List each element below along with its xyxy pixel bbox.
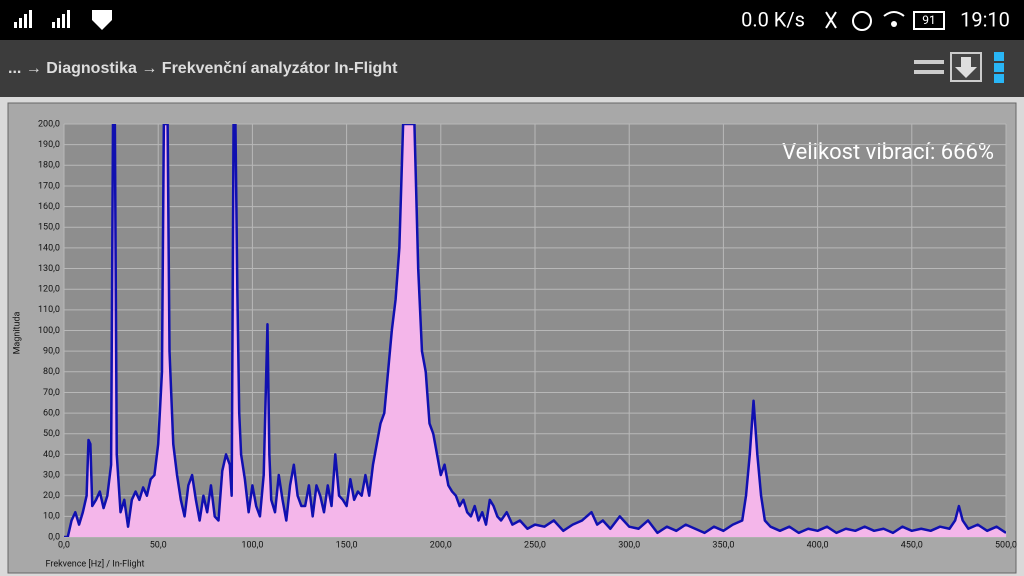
y-tick-label: 120,0 [38, 285, 60, 295]
y-tick-label: 90,0 [43, 347, 60, 357]
status-icons: 0.0 K/s 91 19:10 [14, 7, 1010, 31]
y-tick-label: 70,0 [43, 388, 60, 398]
y-tick-label: 20,0 [43, 491, 60, 501]
x-tick-label: 300,0 [618, 540, 640, 550]
y-tick-label: 50,0 [43, 429, 60, 439]
line [64, 124, 1006, 537]
clock: 19:10 [960, 7, 1010, 31]
battery-icon [913, 11, 945, 30]
status-bar: 0.0 K/s 91 19:10 [0, 0, 1024, 40]
more-button[interactable] [994, 52, 1004, 83]
breadcrumb[interactable]: ... → Diagnostika → Frekvenční analyzáto… [8, 60, 398, 77]
y-tick-label: 40,0 [43, 450, 60, 460]
x-tick-label: 250,0 [524, 540, 546, 550]
x-tick-label: 500,0 [995, 540, 1017, 550]
annotation: Velikost vibrací: 666% [782, 140, 994, 165]
signal-icons [14, 10, 905, 31]
x-tick-label: 0,0 [58, 540, 70, 550]
y-tick-label: 200,0 [38, 119, 60, 129]
y-tick-label: 110,0 [38, 305, 60, 315]
menu-button[interactable] [914, 60, 944, 74]
y-tick-label: 150,0 [38, 223, 60, 233]
y-tick-label: 140,0 [38, 243, 60, 253]
toolbar: ... → Diagnostika → Frekvenční analyzáto… [0, 40, 1024, 97]
x-tick-label: 200,0 [430, 540, 452, 550]
y-tick-label: 180,0 [38, 161, 60, 171]
x-tick-label: 400,0 [807, 540, 829, 550]
chart: Velikost vibrací: 666% Frekvence [Hz] / … [7, 102, 1017, 574]
x-tick-label: 50,0 [150, 540, 167, 550]
y-tick-label: 130,0 [38, 264, 60, 274]
net-speed: 0.0 K/s [741, 7, 805, 31]
area-fill [64, 124, 1006, 537]
x-tick-label: 450,0 [901, 540, 923, 550]
x-tick-label: 350,0 [712, 540, 734, 550]
y-tick-label: 10,0 [43, 512, 60, 522]
series-group [64, 124, 1006, 537]
x-tick-label: 100,0 [241, 540, 263, 550]
y-tick-label: 0,0 [48, 532, 60, 542]
y-tick-label: 100,0 [38, 326, 60, 336]
y-tick-label: 160,0 [38, 202, 60, 212]
x-tick-label: 150,0 [336, 540, 358, 550]
battery-level: 91 [922, 13, 936, 27]
toolbar-actions [914, 52, 1004, 83]
y-axis-label: Magnituda [12, 311, 22, 354]
y-tick-label: 30,0 [43, 470, 60, 480]
y-tick-label: 60,0 [43, 408, 60, 418]
y-tick-label: 190,0 [38, 140, 60, 150]
download-button[interactable] [950, 52, 982, 82]
y-tick-label: 80,0 [43, 367, 60, 377]
x-axis-label: Frekvence [Hz] / In-Flight [46, 559, 145, 569]
y-tick-label: 170,0 [38, 181, 60, 191]
